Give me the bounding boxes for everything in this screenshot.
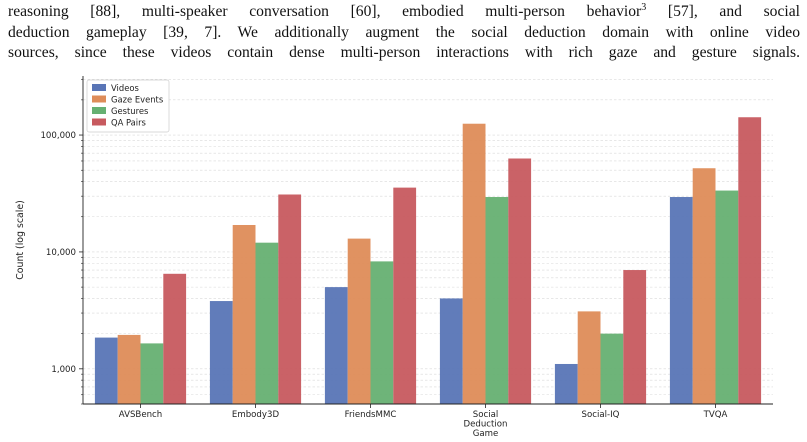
bar-videos (324, 287, 348, 404)
paragraph-line-1: reasoning [88], multi-speaker conversati… (8, 2, 800, 23)
bar-gaze-events (232, 224, 256, 404)
bar-gestures (255, 242, 279, 404)
bar-videos (439, 298, 463, 404)
legend-label: QA Pairs (111, 118, 146, 128)
x-tick-label: Social (473, 410, 498, 420)
legend-box (86, 79, 170, 133)
bar-videos (94, 337, 118, 404)
legend-swatch (92, 95, 106, 103)
bar-gaze-events (347, 238, 371, 404)
y-axis-title: Count (log scale) (15, 200, 26, 280)
bar-qa-pairs (393, 187, 417, 404)
x-tick-label: Game (473, 429, 499, 439)
bar-qa-pairs (738, 117, 762, 404)
y-tick-label: 10,000 (46, 248, 76, 258)
paragraph-line-2: deduction gameplay [39, 7]. We additiona… (8, 23, 800, 41)
bar-gestures (715, 190, 739, 404)
bar-gaze-events (577, 311, 601, 404)
bar-qa-pairs (508, 158, 532, 404)
bar-gaze-events (692, 168, 716, 404)
bar-qa-pairs (278, 194, 302, 404)
bar-gaze-events (462, 123, 486, 405)
paragraph-line-1-tail: [57], and social (646, 3, 800, 20)
bar-videos (554, 363, 578, 404)
x-tick-label: Embody3D (232, 410, 280, 420)
footnote-marker: 3 (641, 2, 647, 13)
x-tick-label: FriendsMMC (345, 410, 397, 420)
bar-gestures (370, 261, 394, 404)
bar-gaze-events (117, 334, 141, 404)
bar-gestures (140, 343, 164, 404)
legend-swatch (92, 84, 106, 91)
y-tick-label: 1,000 (51, 365, 76, 375)
legend-swatch (92, 118, 106, 126)
tick-labels: 1,000 10,000 100,000 Count (log scale) AVSBe… (15, 131, 728, 439)
bar-qa-pairs (623, 270, 647, 404)
x-tick-label: Deduction (464, 420, 508, 430)
bar-videos (209, 301, 233, 404)
legend-swatch (92, 107, 106, 114)
axes (79, 76, 773, 408)
paragraph-line-1-text: reasoning [88], multi-speaker conversati… (8, 3, 642, 20)
y-tick-label: 100,000 (40, 131, 76, 141)
legend-label: Gaze Events (111, 95, 163, 105)
bar-videos (669, 197, 693, 404)
paragraph-line-3: sources, since these videos contain dens… (8, 44, 800, 62)
gridlines (83, 78, 773, 405)
bar-gestures (600, 333, 624, 404)
legend-label: Videos (111, 83, 139, 93)
legend-label: Gestures (111, 106, 148, 116)
x-tick-label: AVSBench (119, 410, 162, 420)
grouped-bar-chart: 1,000 10,000 100,000 Count (log scale) AVSBe… (15, 76, 773, 439)
x-tick-label: Social-IQ (582, 410, 620, 420)
x-tick-label: TVQA (703, 410, 728, 420)
body-paragraph: reasoning [88], multi-speaker conversati… (8, 2, 800, 64)
bar-qa-pairs (163, 273, 187, 404)
bars (94, 117, 762, 405)
bar-gestures (485, 197, 509, 404)
